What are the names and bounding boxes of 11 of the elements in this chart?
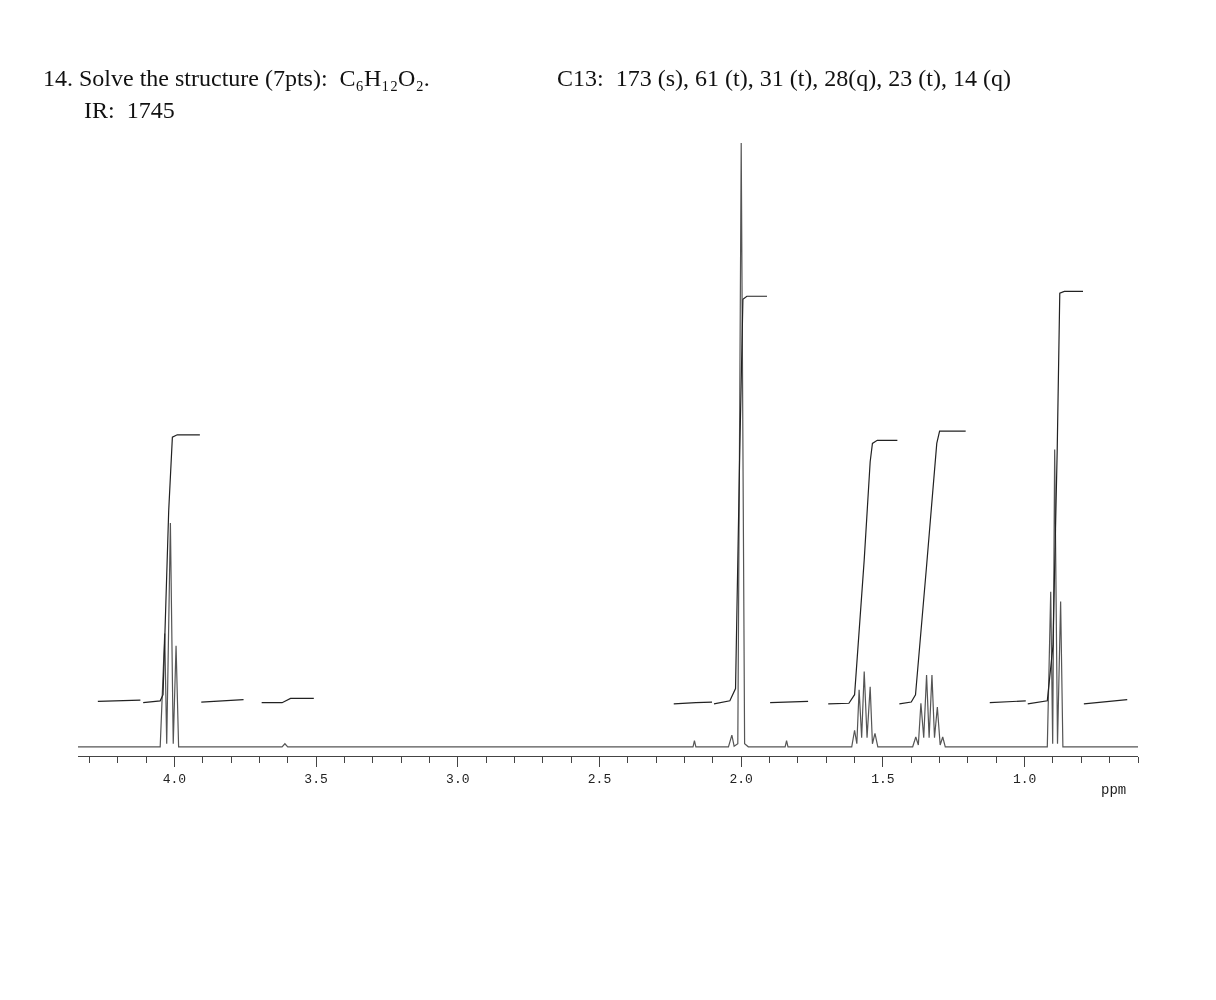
x-axis-title: ppm bbox=[1101, 782, 1127, 798]
x-tick-label: 3.0 bbox=[446, 771, 470, 787]
x-tick-label: 1.5 bbox=[871, 771, 895, 787]
chart-title: 14. Solve the structure (7pts): C₆H₁₂O₂. bbox=[43, 65, 430, 92]
x-tick-label: 2.0 bbox=[729, 771, 753, 787]
text: C13: 173 (s), 61 (t), 31 (t), 28(q), 23 (t), 14 (q) bbox=[557, 65, 1011, 91]
x-tick-label: 3.5 bbox=[304, 771, 328, 787]
x-tick-label: 1.0 bbox=[1012, 771, 1037, 787]
x-tick-label: 4.0 bbox=[162, 771, 187, 787]
chart-subtitle: IR: 1745 bbox=[84, 97, 175, 123]
x-tick-label: 2.5 bbox=[587, 771, 612, 787]
